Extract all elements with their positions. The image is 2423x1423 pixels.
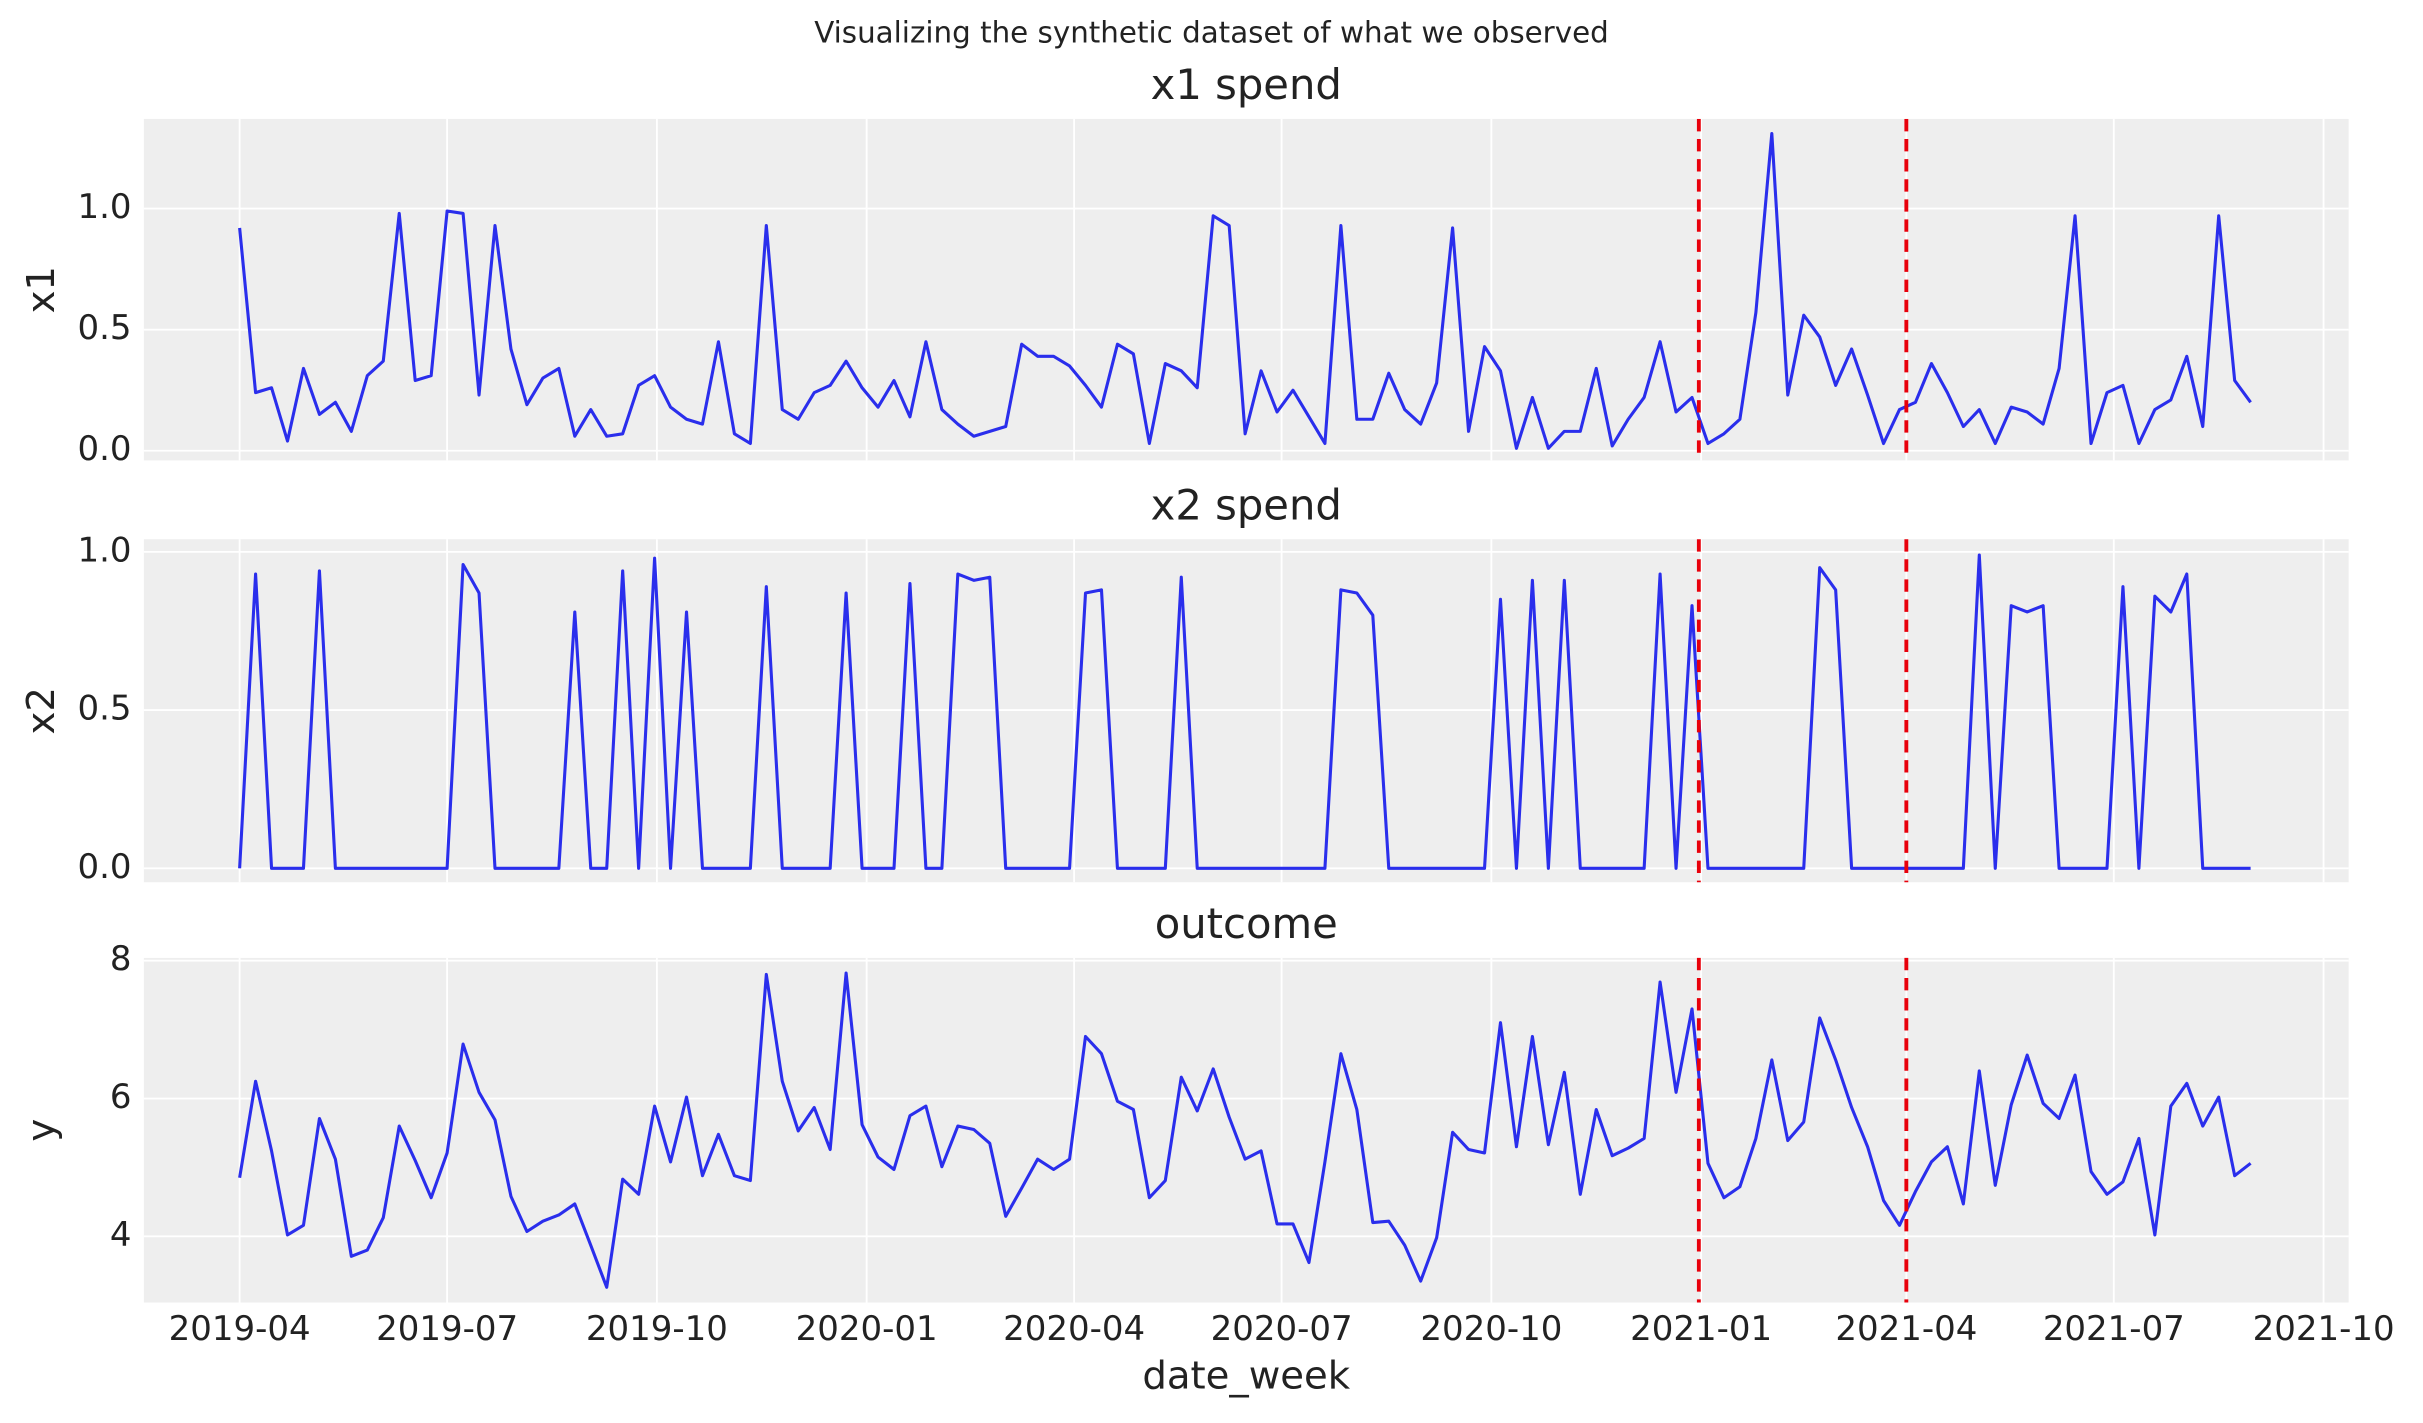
subplot-title: x2 spend [1151,480,1342,529]
x-tick-label: 2019-07 [376,1309,518,1349]
y-axis-label: y [19,1119,64,1142]
y-tick-label: 4 [110,1215,132,1255]
y-tick-label: 0.0 [77,429,131,469]
y-tick-label: 1.0 [77,187,131,227]
y-tick-label: 8 [110,939,132,979]
x-tick-label: 2021-04 [1835,1309,1977,1349]
subplot-title: outcome [1155,899,1338,948]
x-tick-label: 2021-01 [1630,1309,1772,1349]
y-tick-label: 0.5 [77,689,131,729]
x-tick-label: 2020-04 [1003,1309,1145,1349]
figure-title: Visualizing the synthetic dataset of wha… [814,15,1609,49]
data-line [238,553,2251,870]
x-tick-label: 2020-10 [1420,1309,1562,1349]
y-tick-label: 0.5 [77,308,131,348]
data-line [238,131,2252,450]
x-tick-label: 2019-10 [586,1309,728,1349]
y-tick-label: 6 [110,1077,132,1117]
x-tick-label: 2021-10 [2253,1309,2395,1349]
x-axis-label: date_week [1142,1354,1350,1399]
y-axis-label: x2 [19,687,64,734]
x-tick-label: 2020-07 [1211,1309,1353,1349]
subplot-title: x1 spend [1151,60,1342,109]
data-line [238,971,2252,1289]
x-tick-label: 2021-07 [2043,1309,2185,1349]
y-axis-label: x1 [19,266,64,313]
plot-area [143,118,2349,461]
y-tick-label: 1.0 [77,530,131,570]
y-tick-label: 0.0 [77,847,131,887]
x-tick-label: 2019-04 [169,1309,311,1349]
x-tick-label: 2020-01 [796,1309,938,1349]
plot-area [143,957,2349,1303]
